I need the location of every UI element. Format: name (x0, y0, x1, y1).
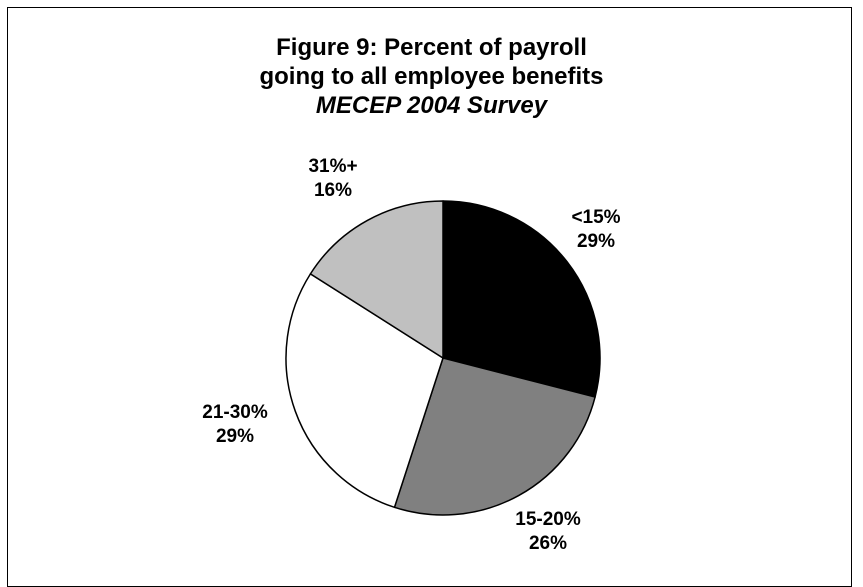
slice-label-15-20-category: 15-20% (515, 509, 581, 530)
pie-slices (285, 200, 601, 516)
pie-slice-15-20 (393, 357, 596, 516)
slice-label-lt15: <15% 29% (556, 206, 636, 254)
slice-label-21-30-category: 21-30% (202, 402, 268, 423)
chart-title-line-2: going to all employee benefits (259, 63, 604, 90)
slice-label-31plus-category: 31%+ (308, 156, 358, 177)
slice-label-15-20-value: 26% (528, 533, 568, 554)
chart-title-block: Figure 9: Percent of payroll going to al… (0, 33, 863, 120)
pie-chart (285, 200, 601, 516)
pie-slice-15 (442, 200, 601, 398)
pie-slice-21-30 (285, 273, 444, 509)
chart-title-line-1: Figure 9: Percent of payroll (276, 34, 587, 61)
slice-label-21-30-value: 29% (215, 426, 255, 447)
slice-label-31plus-value: 16% (313, 180, 353, 201)
slice-label-21-30: 21-30% 29% (195, 401, 275, 449)
slice-label-lt15-value: 29% (576, 231, 616, 252)
slice-label-15-20: 15-20% 26% (508, 508, 588, 556)
slice-label-31plus: 31%+ 16% (293, 155, 373, 203)
chart-subtitle: MECEP 2004 Survey (315, 92, 548, 119)
slice-label-lt15-category: <15% (571, 207, 621, 228)
pie-slice-31 (309, 200, 444, 359)
